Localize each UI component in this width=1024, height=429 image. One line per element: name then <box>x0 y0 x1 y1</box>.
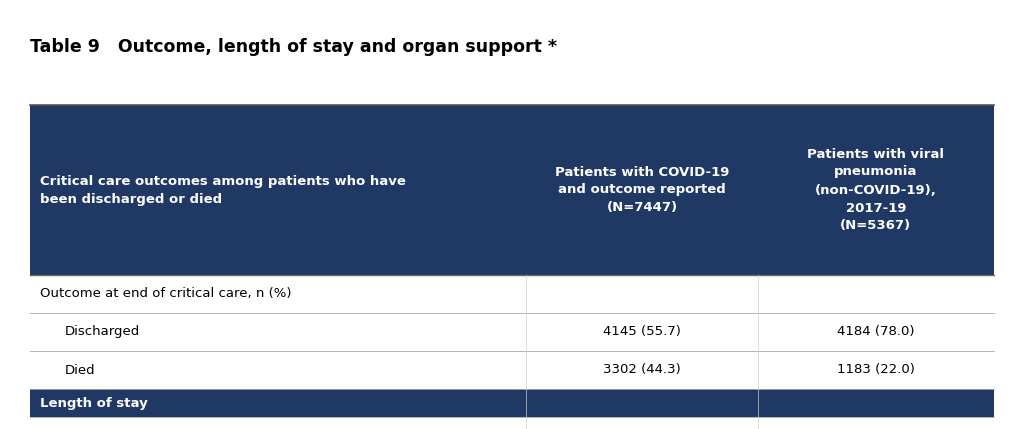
Text: Patients with COVID-19
and outcome reported
(N=7447): Patients with COVID-19 and outcome repor… <box>555 166 729 214</box>
Text: Discharged: Discharged <box>65 326 140 338</box>
Text: 3302 (44.3): 3302 (44.3) <box>603 363 681 377</box>
Text: Died: Died <box>65 363 95 377</box>
Text: 4145 (55.7): 4145 (55.7) <box>603 326 681 338</box>
Text: 1183 (22.0): 1183 (22.0) <box>837 363 914 377</box>
Bar <box>30 105 994 275</box>
Text: Outcome at end of critical care, n (%): Outcome at end of critical care, n (%) <box>40 287 292 300</box>
Text: Table 9   Outcome, length of stay and organ support *: Table 9 Outcome, length of stay and orga… <box>30 38 557 56</box>
Text: Critical care outcomes among patients who have
been discharged or died: Critical care outcomes among patients wh… <box>40 175 406 205</box>
Text: Patients with viral
pneumonia
(non-COVID-19),
2017-19
(N=5367): Patients with viral pneumonia (non-COVID… <box>807 148 944 233</box>
Text: Length of stay: Length of stay <box>40 396 147 410</box>
Bar <box>30 389 994 417</box>
Text: 4184 (78.0): 4184 (78.0) <box>838 326 914 338</box>
